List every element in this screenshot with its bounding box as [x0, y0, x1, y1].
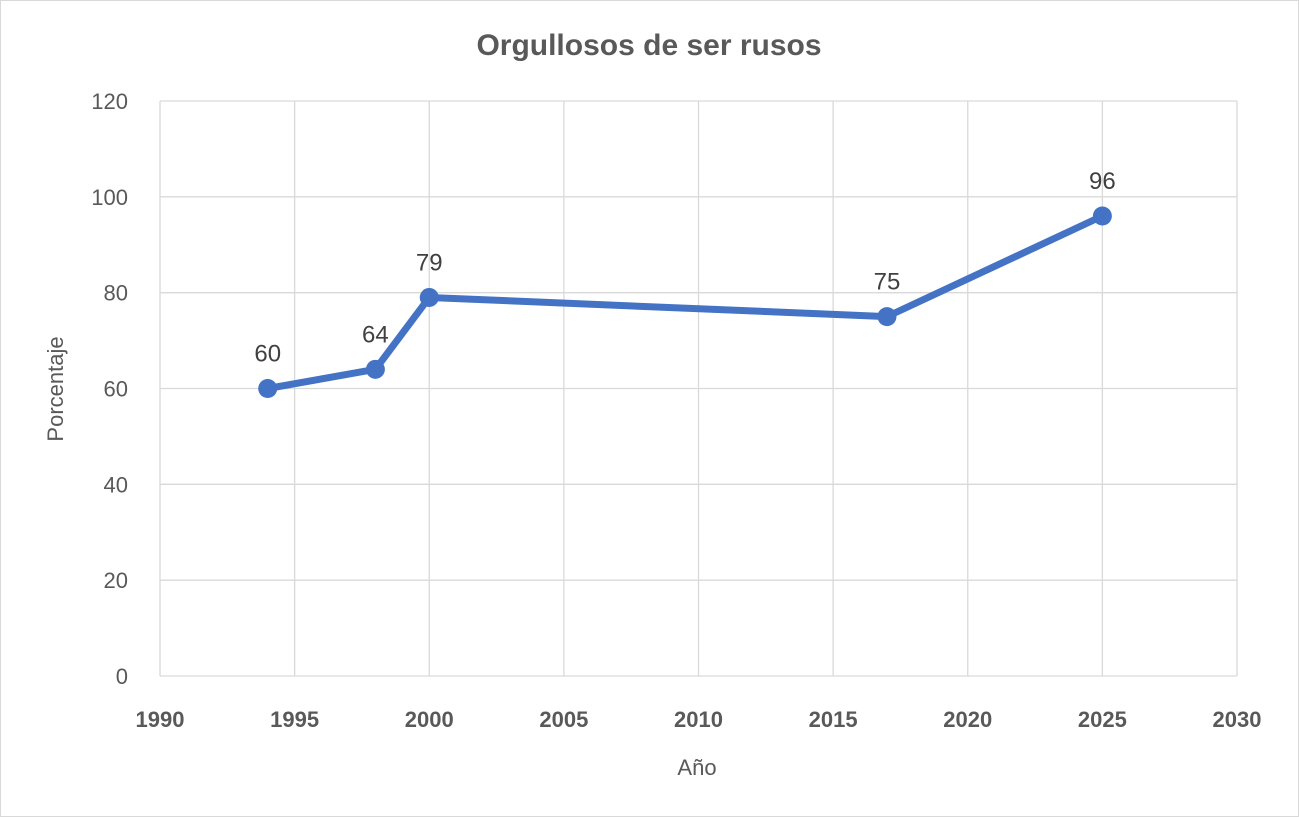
- x-tick-label: 2010: [674, 707, 723, 732]
- y-tick-label: 120: [91, 89, 128, 114]
- data-point: [258, 379, 278, 398]
- data-label: 60: [254, 341, 281, 368]
- data-label: 79: [416, 249, 443, 276]
- y-tick-label: 100: [91, 185, 128, 210]
- y-tick-label: 80: [104, 281, 128, 306]
- x-tick-label: 2020: [943, 707, 992, 732]
- data-label: 64: [362, 321, 389, 348]
- x-tick-label: 2000: [405, 707, 454, 732]
- y-tick-label: 40: [104, 472, 128, 497]
- data-point: [365, 359, 385, 379]
- data-point: [1092, 206, 1112, 226]
- y-tick-label: 60: [104, 377, 128, 402]
- x-tick-label: 1990: [136, 707, 185, 732]
- y-axis-ticks: 0 20 40 60 80 100 120: [91, 89, 128, 689]
- x-axis-ticks: 1990 1995 2000 2005 2010 2015 2020 2025 2030: [136, 707, 1262, 732]
- data-label: 96: [1089, 168, 1116, 195]
- y-tick-label: 0: [116, 664, 128, 689]
- grid: [159, 100, 1238, 677]
- data-point: [877, 307, 897, 327]
- y-tick-label: 20: [104, 568, 128, 593]
- series-line: [264, 212, 1106, 392]
- x-tick-label: 2015: [809, 707, 858, 732]
- x-tick-label: 1995: [270, 707, 319, 732]
- x-axis-label: Año: [677, 755, 716, 780]
- data-label: 75: [874, 269, 901, 296]
- y-axis-label: Porcentaje: [43, 336, 68, 441]
- series-layer: 60 64 79 75 96: [254, 168, 1116, 398]
- x-tick-label: 2025: [1078, 707, 1127, 732]
- chart-title: Orgullosos de ser rusos: [476, 29, 821, 62]
- x-tick-label: 2030: [1213, 707, 1262, 732]
- x-tick-label: 2005: [539, 707, 588, 732]
- data-point: [419, 287, 439, 307]
